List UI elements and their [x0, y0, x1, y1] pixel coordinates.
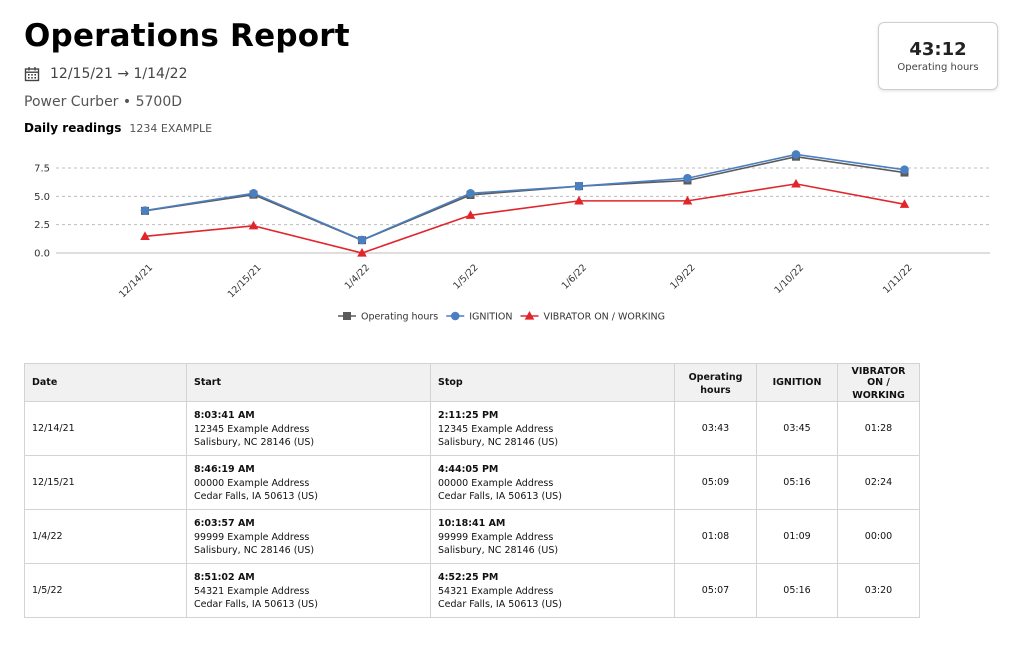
page-title: Operations Report [24, 18, 350, 54]
legend-marker [524, 311, 535, 320]
table-row: 1/5/22 8:51:02 AM 54321 Example Address … [24, 563, 920, 618]
readings-label: Daily readings [24, 121, 122, 135]
cell-stop: 4:52:25 PM 54321 Example Address Cedar F… [430, 563, 675, 618]
cell-start: 6:03:57 AM 99999 Example Address Salisbu… [186, 509, 431, 564]
cell-ignition: 05:16 [756, 563, 838, 618]
cell-stop: 2:11:25 PM 12345 Example Address Salisbu… [430, 401, 675, 456]
data-point [574, 181, 584, 191]
cell-ignition: 03:45 [756, 401, 838, 456]
calendar-icon [24, 66, 40, 82]
col-header-ignition: IGNITION [756, 363, 838, 402]
legend-marker [343, 312, 351, 320]
legend-marker [450, 311, 460, 321]
x-tick-label: 1/9/22 [668, 262, 697, 291]
x-tick-label: 1/5/22 [451, 262, 480, 291]
data-point [140, 206, 150, 215]
x-tick-label: 1/4/22 [343, 262, 372, 291]
cell-start: 8:46:19 AM 00000 Example Address Cedar F… [186, 455, 431, 510]
data-point [900, 165, 909, 175]
operating-hours-card: 43:12 Operating hours [878, 22, 998, 90]
legend-label: IGNITION [469, 312, 512, 323]
y-tick-label: 5.0 [34, 192, 50, 203]
daily-readings-chart: 0.0 2.5 5.0 7.5 12/14/21 12/15/21 1/4/22 1/5/22… [34, 150, 990, 323]
y-tick-label: 7.5 [34, 164, 50, 175]
x-tick-label: 12/15/21 [226, 262, 264, 300]
cell-date: 1/4/22 [24, 509, 187, 564]
y-tick-label: 0.0 [34, 249, 50, 260]
cell-operating-hours: 01:08 [674, 509, 757, 564]
table-header-row: Date Start Stop Operating hours IGNITION… [24, 363, 920, 402]
series-line-0 [144, 155, 905, 242]
cell-operating-hours: 05:07 [674, 563, 757, 618]
data-point [357, 248, 367, 257]
cell-date: 12/14/21 [24, 401, 187, 456]
data-point [248, 220, 259, 230]
y-tick-label: 2.5 [34, 220, 50, 231]
data-point [249, 188, 258, 198]
col-header-start: Start [186, 363, 431, 402]
data-point [683, 173, 692, 183]
cell-date: 1/5/22 [24, 563, 187, 618]
table-row: 12/14/21 8:03:41 AM 12345 Example Addres… [24, 401, 920, 456]
x-tick-label: 12/14/21 [117, 262, 155, 300]
data-point [791, 150, 801, 159]
col-header-stop: Stop [430, 363, 675, 402]
table-row: 12/15/21 8:46:19 AM 00000 Example Addres… [24, 455, 920, 510]
cell-vibrator: 03:20 [837, 563, 920, 618]
series-line-2 [144, 183, 905, 254]
date-range: 12/15/21 → 1/14/22 [24, 64, 187, 84]
machine-name: Power Curber • 5700D [24, 94, 183, 110]
cell-stop: 10:18:41 AM 99999 Example Address Salisb… [430, 509, 675, 564]
data-point [140, 231, 150, 240]
cell-vibrator: 00:00 [837, 509, 920, 564]
data-point [791, 178, 801, 188]
cell-operating-hours: 05:09 [674, 455, 757, 510]
x-tick-label: 1/6/22 [560, 262, 589, 291]
data-point [357, 235, 367, 245]
cell-start: 8:51:02 AM 54321 Example Address Cedar F… [186, 563, 431, 618]
operating-hours-caption: Operating hours [897, 62, 979, 73]
data-point [465, 210, 476, 219]
cell-start: 8:03:41 AM 12345 Example Address Salisbu… [186, 401, 431, 456]
data-point [899, 199, 910, 208]
legend-label: VIBRATOR ON / WORKING [544, 312, 666, 323]
cell-ignition: 01:09 [756, 509, 838, 564]
cell-vibrator: 01:28 [837, 401, 920, 456]
operating-hours-value: 43:12 [909, 39, 967, 60]
cell-vibrator: 02:24 [837, 455, 920, 510]
data-point [574, 195, 584, 205]
x-tick-label: 1/10/22 [772, 262, 806, 296]
data-point [466, 188, 475, 198]
col-header-date: Date [24, 363, 187, 402]
x-tick-label: 1/11/22 [881, 262, 915, 296]
cell-stop: 4:44:05 PM 00000 Example Address Cedar F… [430, 455, 675, 510]
cell-date: 12/15/21 [24, 455, 187, 510]
readings-id: 1234 EXAMPLE [129, 122, 213, 135]
date-range-text: 12/15/21 → 1/14/22 [50, 66, 188, 82]
cell-operating-hours: 03:43 [674, 401, 757, 456]
col-header-vibrator: VIBRATOR ON / WORKING [837, 363, 920, 402]
data-point [682, 195, 693, 205]
table-row: 1/4/22 6:03:57 AM 99999 Example Address … [24, 509, 920, 564]
series-line-1 [144, 153, 905, 241]
cell-ignition: 05:16 [756, 455, 838, 510]
legend-label: Operating hours [361, 312, 438, 323]
operations-table: Date Start Stop Operating hours IGNITION… [24, 363, 920, 618]
col-header-operating-hours: Operating hours [674, 363, 757, 402]
readings-heading: Daily readings 1234 EXAMPLE [24, 121, 212, 135]
